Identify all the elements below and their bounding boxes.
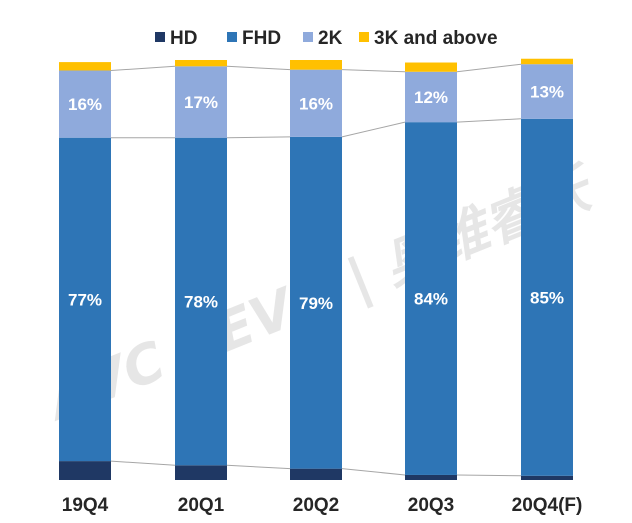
category-label-19q4: 19Q4: [62, 495, 109, 516]
bar-hd-20q2: [290, 468, 342, 480]
legend: HD FHD 2K 3K and above: [155, 28, 498, 49]
bar-hd-20q3: [405, 474, 457, 480]
connector-line: [226, 464, 291, 470]
connector-line: [110, 65, 176, 71]
value-label-2k-20q4-f: 13%: [530, 83, 564, 102]
value-label-fhd-20q1: 78%: [184, 293, 218, 312]
connector-line: [110, 460, 176, 466]
category-label-20q1: 20Q1: [178, 495, 225, 516]
connector-line: [226, 136, 291, 139]
connector-line: [341, 468, 406, 476]
bar-hd-20q1: [175, 465, 227, 480]
bar-3k-and-above-19q4: [59, 62, 111, 71]
legend-label-3k-and-above: 3K and above: [374, 28, 498, 49]
value-label-fhd-20q3: 84%: [414, 290, 448, 309]
connector-line: [341, 121, 406, 138]
bar-3k-and-above-20q2: [290, 60, 342, 70]
legend-swatch-2k: [303, 32, 313, 42]
bar-3k-and-above-20q3: [405, 62, 457, 72]
legend-label-fhd: FHD: [242, 28, 281, 49]
bar-2k-20q3: [405, 71, 457, 123]
value-label-fhd-20q2: 79%: [299, 294, 333, 313]
category-labels: 19Q4 20Q1 20Q2 20Q3 20Q4(F): [62, 495, 583, 516]
category-label-20q4-f: 20Q4(F): [512, 495, 583, 516]
value-label-2k-20q2: 16%: [299, 94, 333, 113]
connector-line: [341, 69, 406, 73]
value-label-2k-19q4: 16%: [68, 95, 102, 114]
connector-line: [226, 65, 291, 71]
bar-3k-and-above-20q1: [175, 60, 227, 67]
bar-3k-and-above-20q4-f: [521, 58, 573, 65]
legend-label-hd: HD: [170, 28, 197, 49]
bars: [59, 58, 573, 480]
value-label-2k-20q1: 17%: [184, 93, 218, 112]
connector-line: [456, 63, 522, 73]
value-labels: 77% 78% 79% 84% 85% 16% 17% 16% 12% 13%: [68, 83, 564, 313]
category-label-20q3: 20Q3: [408, 495, 454, 516]
bar-fhd-20q4-f: [521, 118, 573, 476]
legend-swatch-3k-and-above: [359, 32, 369, 42]
connector-lines: [110, 63, 522, 477]
category-label-20q2: 20Q2: [293, 495, 339, 516]
bar-fhd-20q2: [290, 136, 342, 469]
value-label-fhd-20q4-f: 85%: [530, 288, 564, 307]
bar-fhd-19q4: [59, 137, 111, 462]
bar-fhd-20q3: [405, 122, 457, 475]
legend-swatch-fhd: [227, 32, 237, 42]
legend-swatch-hd: [155, 32, 165, 42]
bar-2k-20q2: [290, 69, 342, 137]
value-label-fhd-19q4: 77%: [68, 290, 102, 309]
connector-line: [456, 474, 522, 477]
connector-line: [456, 118, 522, 123]
bar-2k-20q1: [175, 66, 227, 138]
bar-2k-20q4-f: [521, 64, 573, 119]
bar-hd-20q4-f: [521, 475, 573, 480]
value-label-2k-20q3: 12%: [414, 88, 448, 107]
bar-fhd-20q1: [175, 137, 227, 466]
bar-hd-19q4: [59, 461, 111, 480]
legend-label-2k: 2K: [318, 28, 343, 49]
bar-2k-19q4: [59, 70, 111, 138]
